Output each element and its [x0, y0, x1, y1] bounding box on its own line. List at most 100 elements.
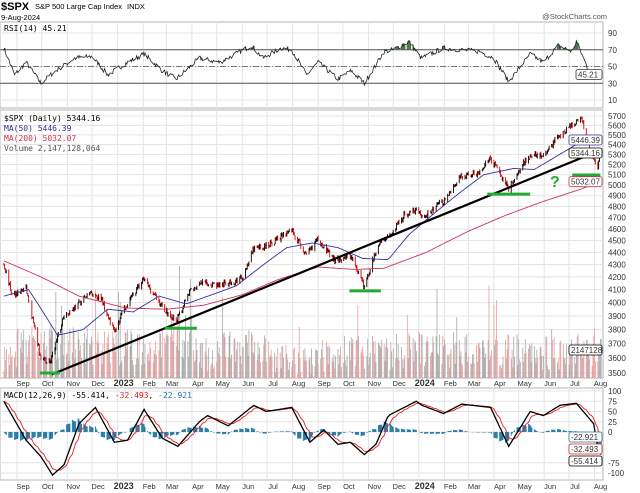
volume-bar [557, 359, 559, 378]
volume-bar [288, 369, 289, 378]
volume-bar [270, 350, 272, 378]
volume-bar [500, 368, 502, 378]
volume-bar [184, 341, 185, 378]
histogram-bar [241, 428, 243, 432]
x-axis-label: Apr [494, 482, 506, 491]
histogram-bar [213, 432, 215, 433]
volume-bar [115, 333, 117, 378]
volume-bar [464, 336, 466, 378]
histogram-bar [40, 432, 42, 437]
volume-bar [60, 343, 62, 378]
volume-bar [448, 354, 449, 378]
volume-bar [123, 356, 125, 378]
volume-bar [569, 353, 571, 378]
volume-bar [443, 346, 444, 378]
x-axis-label: Nov [67, 482, 81, 491]
histogram-bar [437, 432, 439, 434]
histogram-bar [38, 432, 39, 438]
histogram-bar [222, 432, 224, 435]
price-legend-label: $SPX (Daily) 5344.16 [4, 114, 101, 123]
signal-tag-text: -32.493 [571, 445, 599, 454]
histogram-bar [61, 429, 63, 432]
histogram-bar [14, 432, 16, 441]
histogram-bar [15, 432, 17, 440]
histogram-bar [508, 432, 510, 441]
histogram-bar [89, 425, 91, 432]
histogram-bar [568, 430, 570, 432]
histogram-bar [378, 424, 380, 432]
histogram-bar [264, 432, 266, 434]
ma200-legend: MA(200) 5032.07 [4, 134, 76, 143]
histogram-bar [231, 431, 233, 432]
histogram-bar [316, 431, 317, 432]
volume-bar [182, 339, 184, 378]
macd-tick-label: -100 [608, 469, 625, 478]
histogram-bar [501, 432, 503, 441]
histogram-bar [433, 432, 435, 434]
histogram-bar [450, 430, 452, 432]
volume-bar [403, 358, 405, 378]
histogram-bar [281, 431, 283, 432]
histogram-bar [481, 432, 483, 433]
histogram-bar [502, 432, 504, 441]
volume-bar [314, 366, 316, 378]
histogram-bar [205, 427, 207, 432]
rsi-value-tag-box [575, 69, 603, 80]
volume-bar [241, 347, 243, 378]
x-axis-label: Dec [393, 482, 407, 491]
volume-bar [323, 371, 325, 378]
volume-bar [309, 356, 311, 378]
volume-bar [340, 346, 341, 378]
volume-tag: 2147128 [568, 344, 603, 356]
volume-bar [442, 335, 444, 378]
volume-bar [108, 333, 110, 378]
histogram-bar [119, 432, 121, 435]
histogram-bar [545, 431, 547, 432]
histogram-bar [294, 432, 296, 436]
x-axis-label: Mar [166, 379, 179, 388]
histogram-bar [241, 428, 242, 432]
histogram-bar [519, 426, 521, 432]
histogram-bar [10, 432, 11, 438]
volume-bar [343, 362, 345, 378]
volume-bar [72, 327, 74, 378]
volume-bar [326, 346, 328, 378]
histogram-bar [123, 432, 125, 433]
x-axis-label: 2023 [114, 378, 134, 388]
volume-bar [167, 336, 169, 378]
volume-bar [426, 336, 428, 378]
volume-bar [387, 348, 388, 378]
volume-bar [321, 349, 322, 378]
histogram-bar [138, 425, 140, 432]
histogram-bar [184, 429, 185, 432]
macd-tag-text: -55.414 [571, 457, 599, 466]
volume-bar [553, 337, 555, 378]
histogram-bar [373, 429, 375, 432]
histogram-bar [531, 427, 533, 432]
histogram-bar [381, 424, 383, 432]
volume-bar [478, 342, 480, 378]
histogram-bar [177, 432, 179, 435]
histogram-bar [200, 427, 202, 432]
volume-bar [74, 359, 76, 378]
histogram-bar [443, 432, 445, 434]
volume-bar [299, 358, 301, 378]
volume-bar [304, 348, 306, 378]
histogram-bar [439, 432, 440, 434]
volume-bar [479, 347, 481, 378]
histogram-bar [142, 423, 144, 432]
histogram-bar [288, 431, 290, 432]
volume-bar [43, 342, 44, 378]
volume-bar [196, 350, 198, 378]
histogram-bar [363, 432, 365, 436]
volume-bar [565, 363, 567, 378]
volume-bar [112, 331, 114, 378]
histogram-bar [170, 432, 172, 436]
volume-bar [114, 343, 115, 378]
histogram-bar [178, 432, 180, 434]
volume-bar [298, 326, 300, 378]
histogram-bar [39, 432, 41, 437]
ma200-tag-box [568, 176, 603, 188]
volume-bar [206, 355, 208, 378]
histogram-bar [5, 432, 7, 435]
